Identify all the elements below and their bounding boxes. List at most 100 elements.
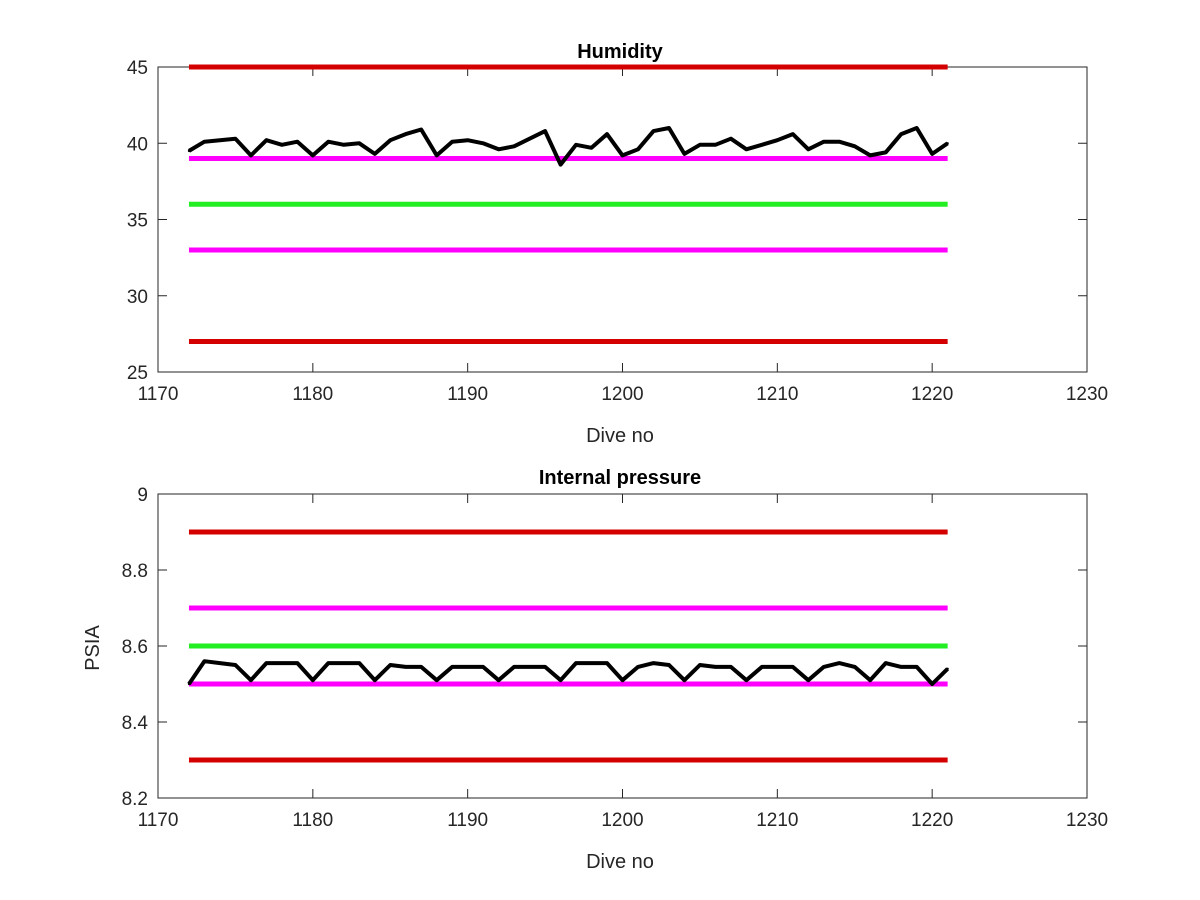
pressure-data-point	[869, 679, 872, 682]
pressure-data-point	[760, 665, 764, 669]
humidity-xtick-label: 1220	[911, 384, 953, 405]
humidity-data-point	[481, 142, 485, 145]
humidity-data-point	[900, 132, 903, 136]
pressure-ytick-label: 9	[137, 485, 148, 506]
humidity-data-point	[822, 140, 825, 143]
pressure-data-point	[574, 661, 578, 665]
pressure-data-point	[296, 661, 299, 665]
pressure-data-point	[605, 661, 609, 665]
pressure-ytick-label: 8.6	[122, 637, 148, 658]
pressure-data-point	[497, 679, 500, 682]
pressure-data-point	[280, 661, 284, 665]
humidity-data-point	[636, 148, 640, 151]
pressure-data-point	[203, 660, 206, 663]
humidity-data-point	[652, 129, 655, 133]
pressure-data-point	[358, 661, 361, 665]
humidity-data-point	[946, 142, 949, 145]
humidity-data-point	[404, 132, 407, 136]
pressure-data-point	[543, 665, 547, 669]
humidity-data-point	[373, 152, 376, 156]
humidity-data-point	[745, 148, 748, 151]
pressure-ylabel: PSIA	[82, 625, 104, 671]
humidity-ytick-label: 30	[127, 287, 148, 308]
pressure-xtick-label: 1180	[292, 810, 333, 831]
humidity-ytick-label: 25	[127, 363, 148, 384]
humidity-data-line	[187, 126, 949, 167]
pressure-data-point	[915, 665, 918, 669]
pressure-title: Internal pressure	[539, 467, 701, 489]
humidity-xtick-label: 1200	[601, 384, 643, 405]
pressure-data-point	[528, 665, 531, 669]
humidity-data-point	[543, 129, 547, 133]
humidity-data-point	[187, 149, 191, 153]
pressure-data-point	[512, 665, 516, 669]
pressure-data-point	[822, 665, 825, 669]
pressure-data-point	[311, 679, 314, 682]
pressure-data-point	[853, 665, 856, 669]
humidity-plot-area: 1170 1180 1190 1200 1210 1220 1230 25 30 35 40 45	[127, 58, 1108, 405]
pressure-data-point	[714, 665, 717, 669]
pressure-data-point	[884, 661, 887, 665]
pressure-data-point	[389, 663, 392, 667]
humidity-ytick-label: 35	[127, 211, 148, 232]
humidity-xlabel: Dive no	[586, 425, 654, 447]
pressure-data-point	[265, 661, 268, 665]
pressure-data-point	[636, 665, 640, 669]
pressure-data-point	[249, 679, 253, 682]
humidity-data-point	[218, 139, 222, 142]
humidity-data-point	[698, 143, 702, 146]
pressure-data-point	[590, 661, 593, 665]
humidity-data-point	[590, 146, 593, 149]
humidity-data-point	[327, 140, 330, 143]
humidity-xtick-label: 1170	[138, 384, 179, 405]
pressure-data-point	[218, 661, 222, 665]
humidity-ytick-label: 45	[127, 58, 148, 79]
humidity-data-point	[791, 132, 794, 136]
humidity-data-point	[234, 137, 237, 140]
pressure-data-point	[327, 661, 330, 665]
humidity-data-point	[667, 126, 671, 130]
humidity-data-point	[869, 154, 872, 157]
humidity-data-point	[931, 152, 934, 156]
humidity-data-point	[249, 154, 253, 157]
humidity-data-point	[714, 143, 717, 146]
humidity-data-point	[729, 137, 733, 140]
pressure-data-point	[559, 679, 562, 682]
pressure-data-point	[791, 665, 794, 669]
pressure-data-point	[342, 661, 345, 665]
humidity-data-point	[358, 142, 361, 145]
pressure-xtick-label: 1220	[911, 810, 953, 831]
pressure-data-point	[729, 665, 733, 669]
humidity-data-point	[807, 148, 810, 151]
humidity-data-point	[915, 126, 918, 130]
pressure-data-point	[931, 682, 934, 686]
pressure-data-point	[807, 679, 810, 682]
humidity-data-point	[280, 143, 284, 146]
pressure-data-point	[373, 679, 376, 682]
pressure-data-point	[683, 679, 686, 682]
humidity-data-point	[776, 139, 779, 142]
pressure-ytick-label: 8.4	[122, 713, 149, 734]
humidity-data-point	[451, 140, 454, 143]
humidity-axes-box	[157, 66, 1088, 373]
pressure-data-point	[838, 661, 841, 665]
pressure-xlabel: Dive no	[586, 851, 654, 873]
humidity-ytick-label: 40	[127, 134, 148, 155]
pressure-data-point	[404, 665, 407, 669]
humidity-data-point	[559, 163, 562, 166]
humidity-data-point	[621, 154, 624, 157]
humidity-data-point	[683, 152, 686, 156]
humidity-data-point	[311, 154, 314, 157]
pressure-xtick-label: 1210	[756, 810, 798, 831]
pressure-xtick-label: 1200	[601, 810, 643, 831]
humidity-title: Humidity	[577, 41, 663, 63]
pressure-data-point	[667, 663, 671, 667]
pressure-data-point	[187, 682, 191, 686]
pressure-data-point	[420, 665, 423, 669]
humidity-data-point	[435, 154, 438, 157]
pressure-data-point	[900, 665, 903, 669]
pressure-data-point	[621, 679, 624, 682]
humidity-panel: Humidity 1170 1180 1190 1200 1210 1220 1230 25 3…	[127, 41, 1108, 447]
pressure-ytick-label: 8.8	[122, 561, 148, 582]
pressure-plot-area: 1170 1180 1190 1200 1210 1220 1230 8.2 8.4 8.6 8.8…	[122, 485, 1109, 831]
